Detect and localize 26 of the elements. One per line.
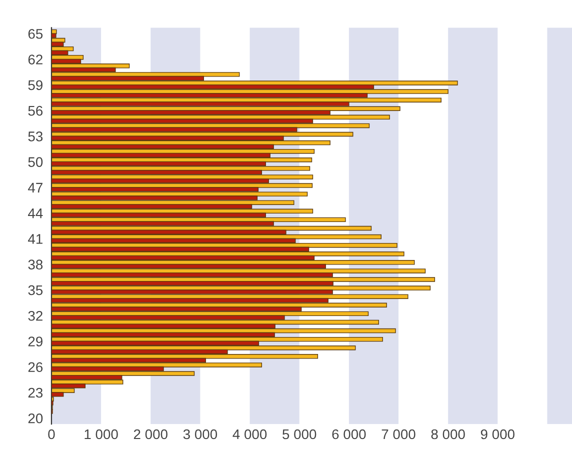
y-tick-label: 47 <box>28 182 42 192</box>
y-tick-label: 53 <box>28 132 43 142</box>
y-tick-label: 26 <box>28 362 43 372</box>
y-tick-label: 44 <box>28 208 43 218</box>
y-tick-label: 62 <box>28 54 42 64</box>
x-tick-label: 6 000 <box>332 429 366 440</box>
x-tick-label: 7 000 <box>382 429 416 440</box>
x-tick-label: 3 000 <box>183 429 218 440</box>
y-tick-label: 20 <box>28 413 43 424</box>
x-tick-label: 5 000 <box>282 429 316 440</box>
x-tick-label: 0 <box>48 429 55 440</box>
y-tick-label: 35 <box>28 285 43 296</box>
y-tick-label: 29 <box>28 336 42 346</box>
y-tick-label: 32 <box>28 310 42 321</box>
x-tick-label: 1 000 <box>84 429 118 440</box>
y-tick-label: 59 <box>28 80 42 90</box>
y-tick-label: 23 <box>28 388 43 398</box>
y-tick-label: 38 <box>28 260 43 270</box>
x-tick-label: 8 000 <box>431 429 465 440</box>
x-tick-label: 2 000 <box>134 429 168 440</box>
x-tick-label: 4 000 <box>232 429 267 440</box>
x-tick-label: 9 000 <box>480 429 514 440</box>
y-tick-label: 41 <box>28 234 42 244</box>
y-tick-label: 56 <box>28 106 43 116</box>
y-tick-label: 50 <box>28 157 43 167</box>
y-tick-label: 65 <box>28 28 43 39</box>
